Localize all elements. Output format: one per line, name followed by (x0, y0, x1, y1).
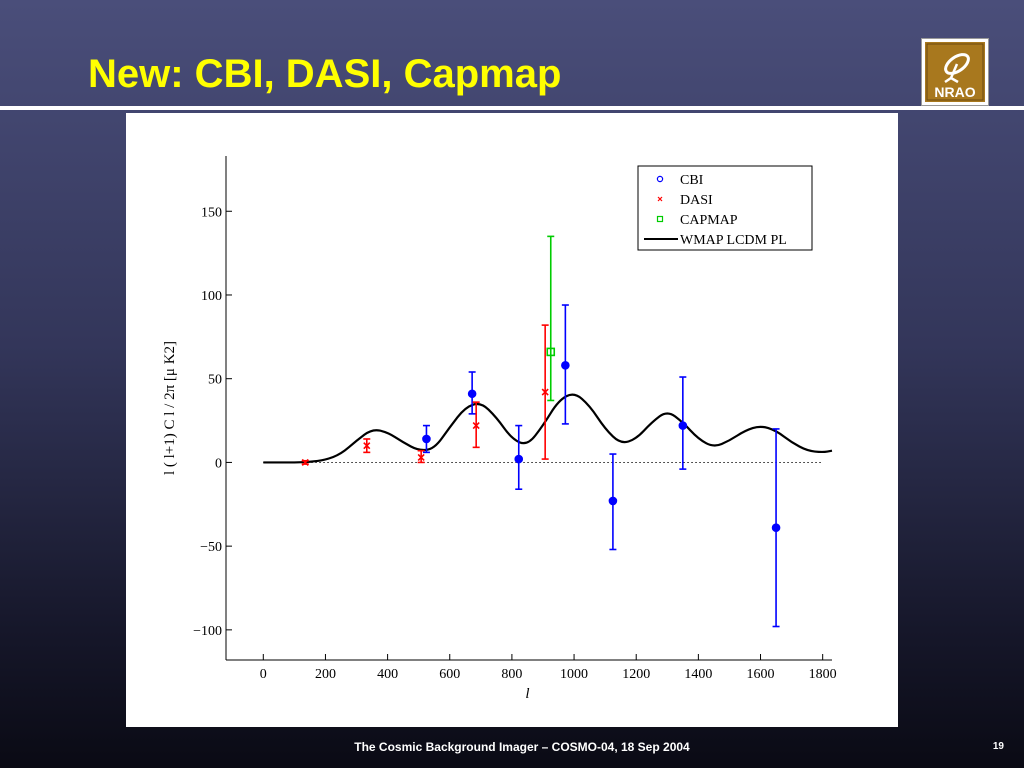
wmap-model-curve (263, 393, 833, 464)
page-number: 19 (992, 741, 1004, 752)
slide-title: New: CBI, DASI, Capmap (88, 52, 562, 96)
legend-label-wmap-lcdm-pl: WMAP LCDM PL (680, 233, 787, 248)
x-tick-label: 600 (439, 667, 460, 682)
legend-label-dasi: DASI (680, 193, 713, 208)
cbi-data-point (678, 421, 688, 430)
dasi-data-point (472, 422, 480, 430)
logo-lettering: NRAO (934, 84, 975, 100)
legend-marker-dasi (657, 196, 663, 202)
cbi-data-point (771, 523, 781, 533)
x-axis-label: l (525, 686, 529, 702)
dasi-data-point (417, 453, 425, 461)
dasi-data-point (301, 458, 309, 466)
dasi-data-point (541, 388, 549, 396)
legend-box (637, 165, 813, 251)
y-tick-label: −50 (200, 540, 222, 555)
cbi-data-point (561, 361, 570, 370)
cbi-data-point (514, 454, 524, 464)
nrao-logo-graphic: NRAO (925, 42, 985, 102)
y-tick-label: 150 (201, 205, 222, 220)
chart-legend: CBI DASI CAPMAP WMAP LCDM PL (637, 165, 813, 251)
x-tick-label: 1400 (684, 667, 712, 682)
y-tick-label: 100 (201, 289, 222, 304)
x-tick-label: 400 (377, 667, 398, 682)
slide-footer: The Cosmic Background Imager – COSMO-04,… (354, 740, 690, 754)
y-axis-label: l ( l+1) C l / 2π [μ K2] (162, 341, 178, 475)
dasi-data-point (363, 442, 371, 450)
y-tick-label: −100 (193, 624, 222, 639)
capmap-data-point (546, 347, 556, 357)
x-tick-label: 1600 (747, 667, 775, 682)
legend-marker-capmap (656, 215, 664, 223)
y-tick-label: 0 (215, 456, 222, 471)
chart-panel: 0 200 400 600 800 1000 1200 1400 1600 1800 −100 −50… (126, 113, 898, 727)
legend-label-capmap: CAPMAP (680, 213, 738, 228)
x-tick-label: 1800 (809, 667, 837, 682)
legend-label-cbi: CBI (680, 173, 704, 188)
power-spectrum-chart: 0 200 400 600 800 1000 1200 1400 1600 1800−100−50… (162, 156, 837, 702)
x-tick-label: 1000 (560, 667, 588, 682)
x-tick-label: 1200 (622, 667, 650, 682)
legend-marker-cbi (656, 175, 664, 183)
cbi-data-point (422, 434, 431, 444)
y-tick-label: 50 (208, 373, 222, 388)
cbi-data-point (467, 389, 477, 399)
x-tick-label: 0 (260, 667, 267, 682)
x-tick-label: 800 (501, 667, 522, 682)
cbi-data-point (608, 496, 618, 506)
x-tick-label: 200 (315, 667, 336, 682)
nrao-logo: NRAO (921, 38, 989, 106)
title-divider (0, 106, 1024, 110)
